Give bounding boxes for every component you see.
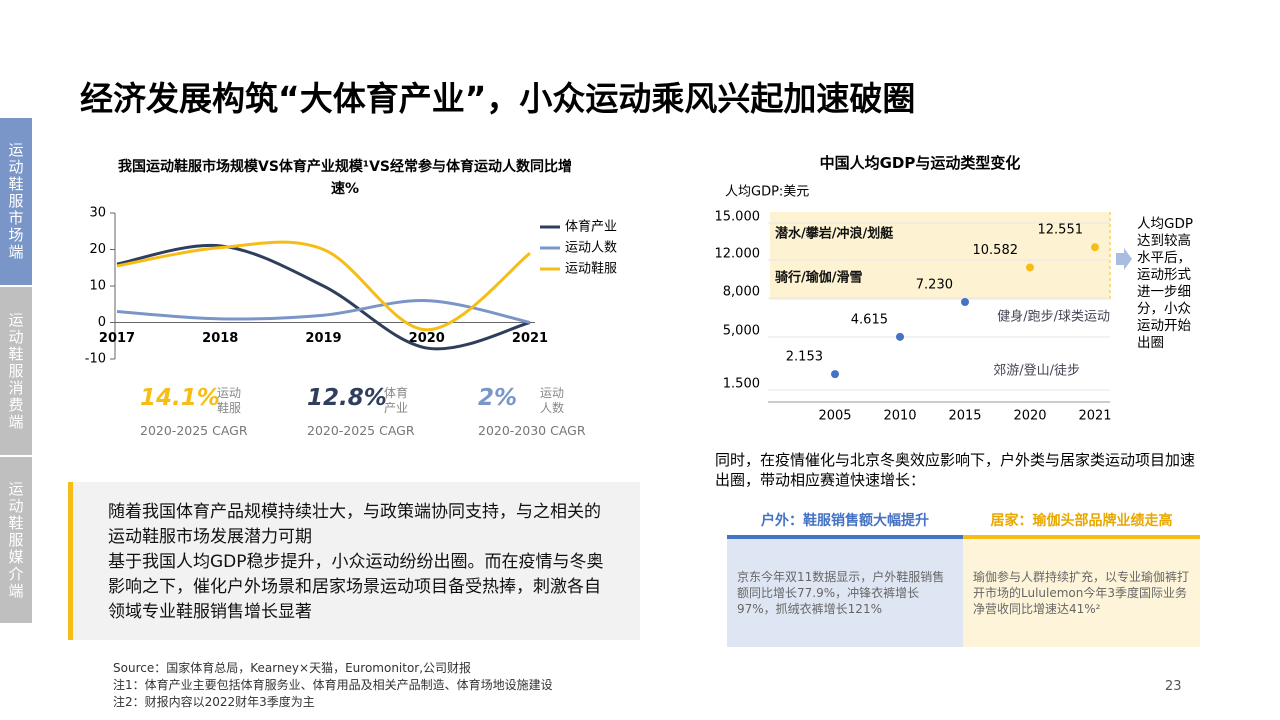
line-chart: -10 0 10 20 30 2017 2018 2019 2020 2021 体育产业运动人数运动… [85, 206, 617, 367]
y-tick-label: 5,000 [723, 324, 760, 339]
stat-caption: 2020-2030 CAGR [478, 423, 586, 438]
legend-label: 运动人数 [565, 241, 617, 256]
card: 瑜伽参与人群持续扩充，以专业瑜伽裤打开市场的Lululemon今年3季度国际业务… [963, 535, 1200, 647]
point [1026, 263, 1034, 272]
stat-value: 12.8% [307, 385, 387, 411]
highlight-band [770, 212, 1110, 300]
side-note: 人均GDP达到较高水平后，运动形式进一步细分，小众运动开始出圈 [1137, 216, 1193, 351]
value-label: 7.230 [916, 278, 953, 293]
point [831, 370, 839, 379]
y-tick-label: 8,000 [723, 285, 760, 300]
annotation: 潜水/攀岩/冲浪/划艇 [775, 226, 894, 242]
y-tick-label: 1.500 [723, 377, 760, 392]
page-number: 23 [1165, 679, 1182, 694]
y-tick-label: 0 [98, 315, 106, 330]
side-tab[interactable]: 运动鞋服媒介端 [0, 457, 32, 623]
summary-text: 随着我国体育产品规模持续壮大，与政策端协同支持，与之相关的运动鞋服市场发展潜力可… [108, 502, 601, 547]
source-line: 注1：体育产业主要包括体育服务业、体育用品及相关产品制造、体育场地设施建设 [113, 678, 553, 692]
chart-title: 中国人均GDP与运动类型变化 [819, 154, 1021, 172]
legend-label: 运动鞋服 [565, 261, 617, 277]
point [961, 298, 969, 307]
x-tick-label: 2021 [512, 331, 548, 346]
series-line [116, 299, 531, 324]
x-tick-label: 2015 [948, 409, 981, 424]
y-axis-label: 人均GDP:美元 [725, 185, 809, 200]
card-body: 瑜伽参与人群持续扩充，以专业瑜伽裤打开市场的Lululemon今年3季度国际业务… [973, 570, 1190, 616]
value-label: 4.615 [851, 312, 888, 327]
arrow [1116, 248, 1132, 270]
stat-value: 14.1% [140, 385, 220, 411]
stat-value: 2% [478, 385, 518, 411]
stat-label: 体育产业 [384, 386, 409, 415]
y-tick-label: 10 [89, 279, 106, 294]
x-tick-label: 2020 [1013, 409, 1046, 424]
series-line [116, 240, 531, 332]
y-tick-label: -10 [85, 352, 106, 367]
x-tick-label: 2017 [99, 331, 135, 346]
legend-label: 体育产业 [565, 219, 617, 235]
x-tick-label: 2018 [202, 331, 238, 346]
stat-caption: 2020-2025 CAGR [140, 423, 248, 438]
point [1091, 243, 1099, 252]
value-label: 12.551 [1038, 223, 1084, 238]
stat-label: 运动人数 [540, 386, 565, 415]
intro-text: 同时，在疫情催化与北京冬奥效应影响下，户外类与居家类运动项目加速出圈，带动相应赛… [715, 451, 1196, 489]
chart-title: 我国运动鞋服市场规模VS体育产业规模¹VS经常参与体育运动人数同比增速% [118, 159, 572, 197]
y-tick-label: 12.000 [715, 247, 761, 262]
card-header: 户外：鞋服销售额大幅提升 [761, 513, 929, 529]
source: Source：国家体育总局，Kearney×天猫，Euromonitor,公司财… [113, 660, 553, 711]
x-tick-label: 2021 [1078, 409, 1111, 424]
summary-text: 基于我国人均GDP稳步提升，小众运动纷纷出圈。而在疫情与冬奥影响之下，催化户外场… [108, 552, 604, 622]
side-tab[interactable]: 运动鞋服市场端 [0, 118, 32, 285]
annotation: 郊游/登山/徒步 [993, 363, 1080, 379]
annotation: 骑行/瑜伽/滑雪 [775, 270, 863, 286]
card-header: 居家：瑜伽头部品牌业绩走高 [990, 513, 1173, 529]
side-tab[interactable]: 运动鞋服消费端 [0, 287, 32, 455]
source-line: Source：国家体育总局，Kearney×天猫，Euromonitor,公司财… [113, 661, 472, 675]
x-tick-label: 2020 [409, 331, 445, 346]
annotation: 健身/跑步/球类运动 [997, 309, 1110, 325]
source-line: 注2：财报内容以2022财年3季度为主 [113, 695, 315, 709]
y-tick-label: 15.000 [715, 210, 761, 225]
slide-title: 经济发展构筑“大体育产业”，小众运动乘风兴起加速破圈 [80, 79, 916, 118]
scatter-chart: 人均GDP:美元 1.500 5,000 8,000 12.000 15.000 2005 2… [715, 185, 1132, 424]
value-label: 10.582 [973, 243, 1019, 258]
y-tick-label: 30 [89, 206, 106, 221]
x-tick-label: 2019 [305, 331, 341, 346]
x-tick-label: 2005 [818, 409, 851, 424]
stat-label: 运动鞋服 [217, 386, 242, 415]
value-label: 2.153 [786, 350, 823, 365]
point [896, 332, 904, 341]
card: 京东今年双11数据显示，户外鞋服销售额同比增长77.9%，冲锋衣裤增长97%，抓… [727, 535, 963, 647]
stat-caption: 2020-2025 CAGR [307, 423, 415, 438]
card-body: 京东今年双11数据显示，户外鞋服销售额同比增长77.9%，冲锋衣裤增长97%，抓… [737, 570, 945, 616]
y-tick-label: 20 [89, 242, 106, 257]
x-tick-label: 2010 [883, 409, 916, 424]
summary-box: 随着我国体育产品规模持续壮大，与政策端协同支持，与之相关的运动鞋服市场发展潜力可… [68, 482, 640, 640]
series-line [116, 243, 531, 351]
